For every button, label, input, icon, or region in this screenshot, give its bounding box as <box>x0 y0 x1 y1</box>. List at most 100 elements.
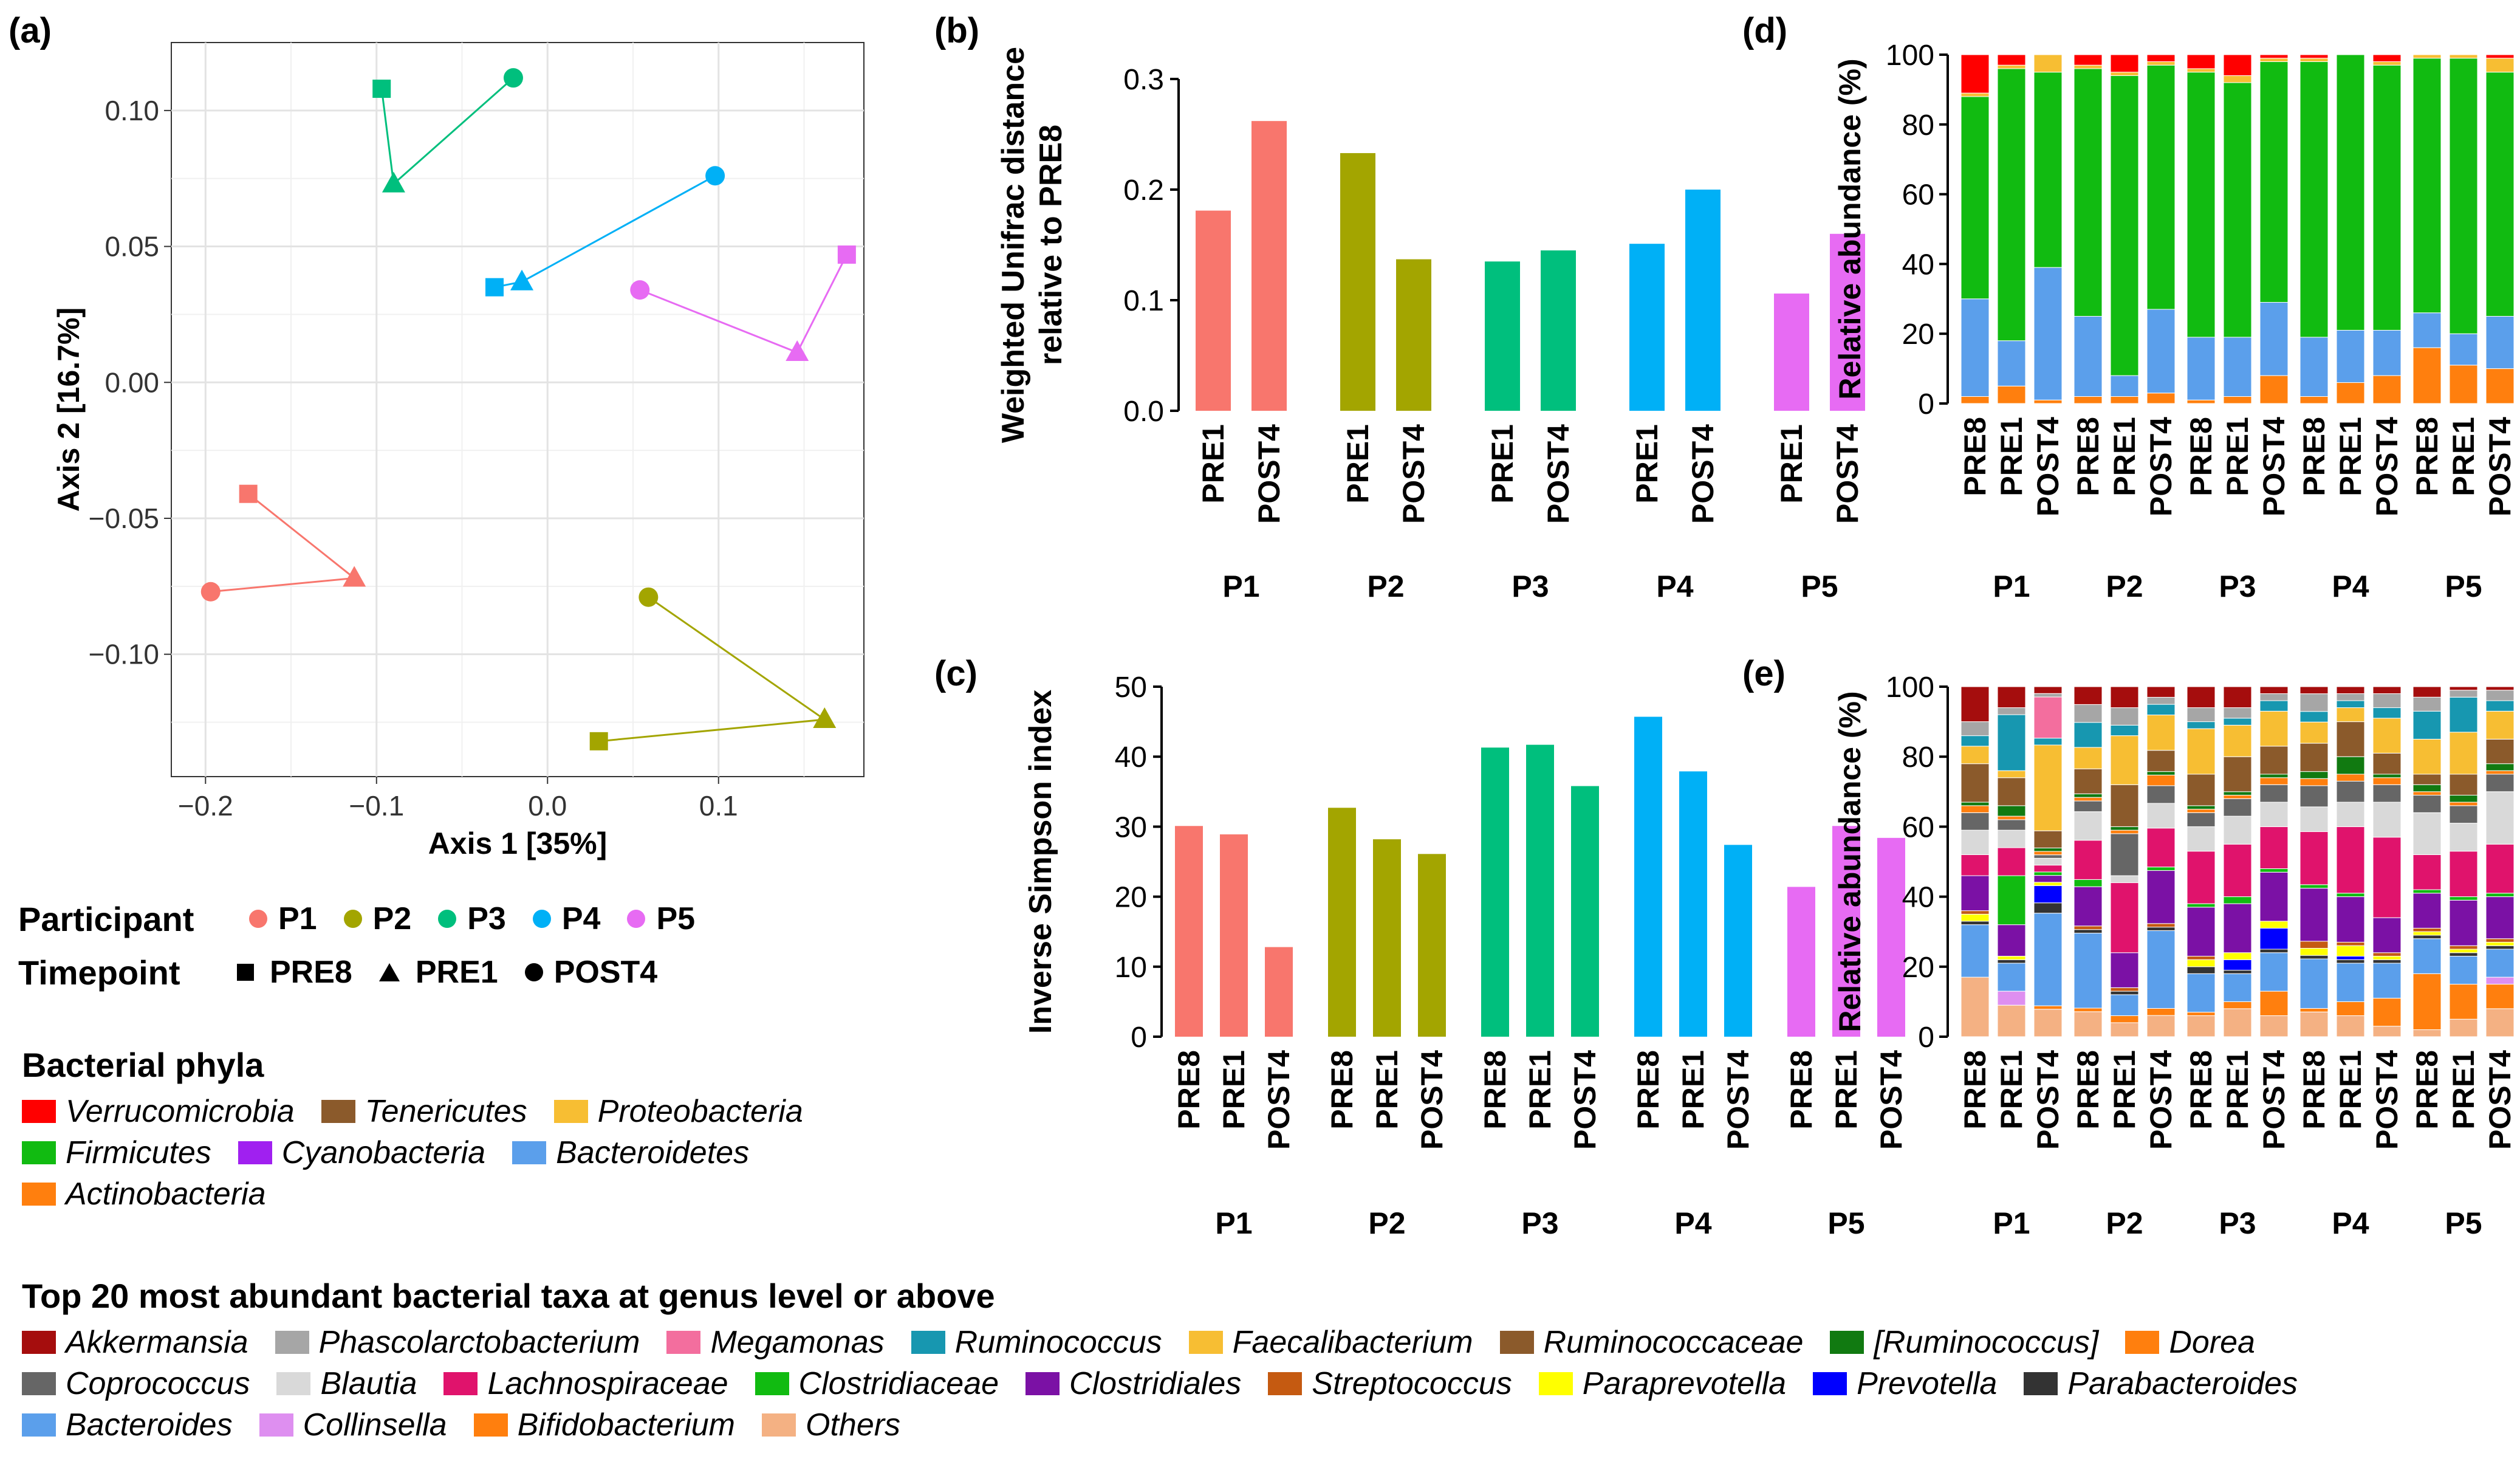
circle-icon <box>343 910 362 928</box>
segment-p4-post4-ruminococcus <box>2372 707 2402 719</box>
legend-timepoint-row: Timepoint PRE8 PRE1 POST4 <box>18 952 722 993</box>
group-label-p5: P5 <box>1801 569 1838 603</box>
segment-p2-pre8-verrucomicrobia <box>2073 54 2103 66</box>
group-label-p1: P1 <box>1222 569 1259 603</box>
color-swatch <box>762 1413 796 1437</box>
x-tick-label: PRE1 <box>2107 417 2142 496</box>
segment-p5-pre1-ruminococcaceae <box>2449 774 2478 796</box>
segment-p1-post4-clostridiaceae <box>2033 871 2063 876</box>
segment-p1-post4-ruminococcus <box>2033 738 2063 746</box>
segment-p2-post4-others <box>2146 1015 2176 1037</box>
segment-p5-post4-ruminococcus <box>2485 763 2515 771</box>
segment-p3-pre1-others <box>2223 1008 2252 1037</box>
bar-p5-post4 <box>1830 233 1865 411</box>
segment-p5-pre1-lachnospiraceae <box>2449 851 2478 898</box>
group-label-p3: P3 <box>1512 569 1549 603</box>
bar-p4-pre8 <box>1634 716 1662 1037</box>
circle-icon <box>532 910 551 928</box>
segment-p4-post4-dorea <box>2372 777 2402 785</box>
segment-p1-pre8-others <box>1960 977 1990 1037</box>
segment-p4-pre8-firmicutes <box>2299 61 2329 338</box>
segment-p1-pre1-paraprevotella <box>1997 956 2026 960</box>
x-tick-label: PRE1 <box>1341 424 1375 504</box>
segment-p2-pre8-lachnospiraceae <box>2073 840 2103 880</box>
triangle-icon <box>378 963 400 981</box>
segment-p5-post4-coprococcus <box>2485 774 2515 792</box>
legend-genus-row-3: Bacteroides Collinsella Bifidobacterium … <box>22 1404 2324 1446</box>
segment-p5-pre1-firmicutes <box>2449 58 2478 334</box>
segment-p5-post4-clostridiales <box>2485 896 2515 939</box>
segment-p2-pre8-dorea <box>2073 797 2103 802</box>
legend-genus-ruminococcaceae: Ruminococcaceae <box>1499 1324 1803 1361</box>
segment-p4-pre1-ruminococcus <box>2336 700 2365 709</box>
segment-p5-pre1-bifidobacterium <box>2449 984 2478 1020</box>
segment-p3-pre1-ruminococcaceae <box>2223 756 2252 792</box>
segment-p3-pre8-ruminococcus <box>2186 805 2216 810</box>
segment-p2-pre1-actinobacteria <box>2110 396 2139 404</box>
legend-timepoint-pre8: PRE8 <box>237 954 352 991</box>
x-tick-label: PRE1 <box>2333 417 2368 496</box>
segment-p3-pre1-blautia <box>2223 815 2252 845</box>
y-tick-label: 40 <box>1902 249 1934 281</box>
y-axis-label-e: Relative abundance (%) <box>1833 691 1867 1032</box>
legend-genus-faecalibacterium: Faecalibacterium <box>1188 1324 1473 1361</box>
y-tick-label: 0.10 <box>104 95 159 126</box>
segment-p2-post4-ruminococcus <box>2146 704 2176 716</box>
segment-p2-pre1-clostridiales <box>2110 952 2139 988</box>
x-tick-label: 0.0 <box>528 790 567 822</box>
x-tick-label: PRE8 <box>1958 417 1992 496</box>
square-icon <box>237 964 254 981</box>
color-swatch <box>22 1372 56 1395</box>
x-tick-label: POST4 <box>2257 1050 2291 1150</box>
segment-p1-pre8-verrucomicrobia <box>1960 54 1990 94</box>
segment-p2-pre1-proteobacteria <box>2110 72 2139 76</box>
segment-p1-post4-dorea <box>2033 851 2063 856</box>
segment-p2-post4-ruminococcus <box>2146 771 2176 775</box>
segment-p2-pre1-blautia <box>2110 875 2139 884</box>
segment-p5-pre8-akkermansia <box>2412 686 2442 698</box>
segment-p4-pre8-akkermansia <box>2299 686 2329 695</box>
segment-p4-pre8-proteobacteria <box>2299 58 2329 62</box>
segment-p2-post4-clostridiaceae <box>2146 867 2176 871</box>
segment-p3-pre8-others <box>2186 1015 2216 1037</box>
segment-p2-pre1-dorea <box>2110 829 2139 834</box>
segment-p4-pre8-ruminococcus <box>2299 771 2329 779</box>
segment-p1-post4-blautia <box>2033 857 2063 866</box>
legend-timepoint-title: Timepoint <box>18 953 180 992</box>
segment-p5-pre8-dorea <box>2412 791 2442 796</box>
segment-p4-post4-proteobacteria <box>2372 61 2402 66</box>
segment-p3-pre8-akkermansia <box>2186 686 2216 709</box>
color-swatch <box>666 1331 701 1354</box>
color-swatch <box>1538 1372 1573 1395</box>
x-tick-label: PRE1 <box>2220 417 2255 496</box>
x-tick-label: POST4 <box>1415 1050 1449 1150</box>
x-tick-label: PRE8 <box>1172 1050 1206 1130</box>
segment-p3-pre1-clostridiales <box>2223 903 2252 953</box>
segment-p2-post4-faecalibacterium <box>2146 715 2176 751</box>
segment-p2-post4-parabacteroides <box>2146 927 2176 931</box>
segment-p2-pre1-bacteroidetes <box>2110 375 2139 397</box>
segment-p4-post4-bacteroidetes <box>2372 329 2402 376</box>
segment-p1-pre8-actinobacteria <box>1960 396 1990 404</box>
segment-p3-pre8-dorea <box>2186 809 2216 813</box>
y-axis-label-c: Inverse Simpson index <box>1023 690 1058 1034</box>
legend-genus-row-1: Akkermansia Phascolarctobacterium Megamo… <box>22 1322 2324 1363</box>
segment-p3-pre1-clostridiaceae <box>2223 896 2252 904</box>
segment-p4-post4-bifidobacterium <box>2372 998 2402 1027</box>
segment-p2-post4-coprococcus <box>2146 785 2176 804</box>
point-p5-pre8 <box>837 245 856 264</box>
x-tick-label: PRE1 <box>1523 1050 1557 1130</box>
segment-p2-post4-bacteroides <box>2146 930 2176 1009</box>
legend-genus-collinsella: Collinsella <box>259 1407 447 1443</box>
segment-p4-pre8-streptococcus <box>2299 941 2329 949</box>
bar-p3-post4 <box>1541 250 1576 411</box>
legend-genus-megamonas: Megamonas <box>666 1324 885 1361</box>
bar-p2-post4 <box>1418 854 1446 1037</box>
x-tick-label: POST4 <box>1541 424 1575 524</box>
group-label-p3: P3 <box>1521 1206 1558 1240</box>
point-p1-pre1 <box>343 566 366 587</box>
segment-p1-post4-prevotella <box>2033 885 2063 904</box>
segment-p5-post4-dorea <box>2485 770 2515 775</box>
legend-phylum-tenericutes: Tenericutes <box>321 1093 527 1130</box>
segment-p5-pre1-faecalibacterium <box>2449 732 2478 775</box>
